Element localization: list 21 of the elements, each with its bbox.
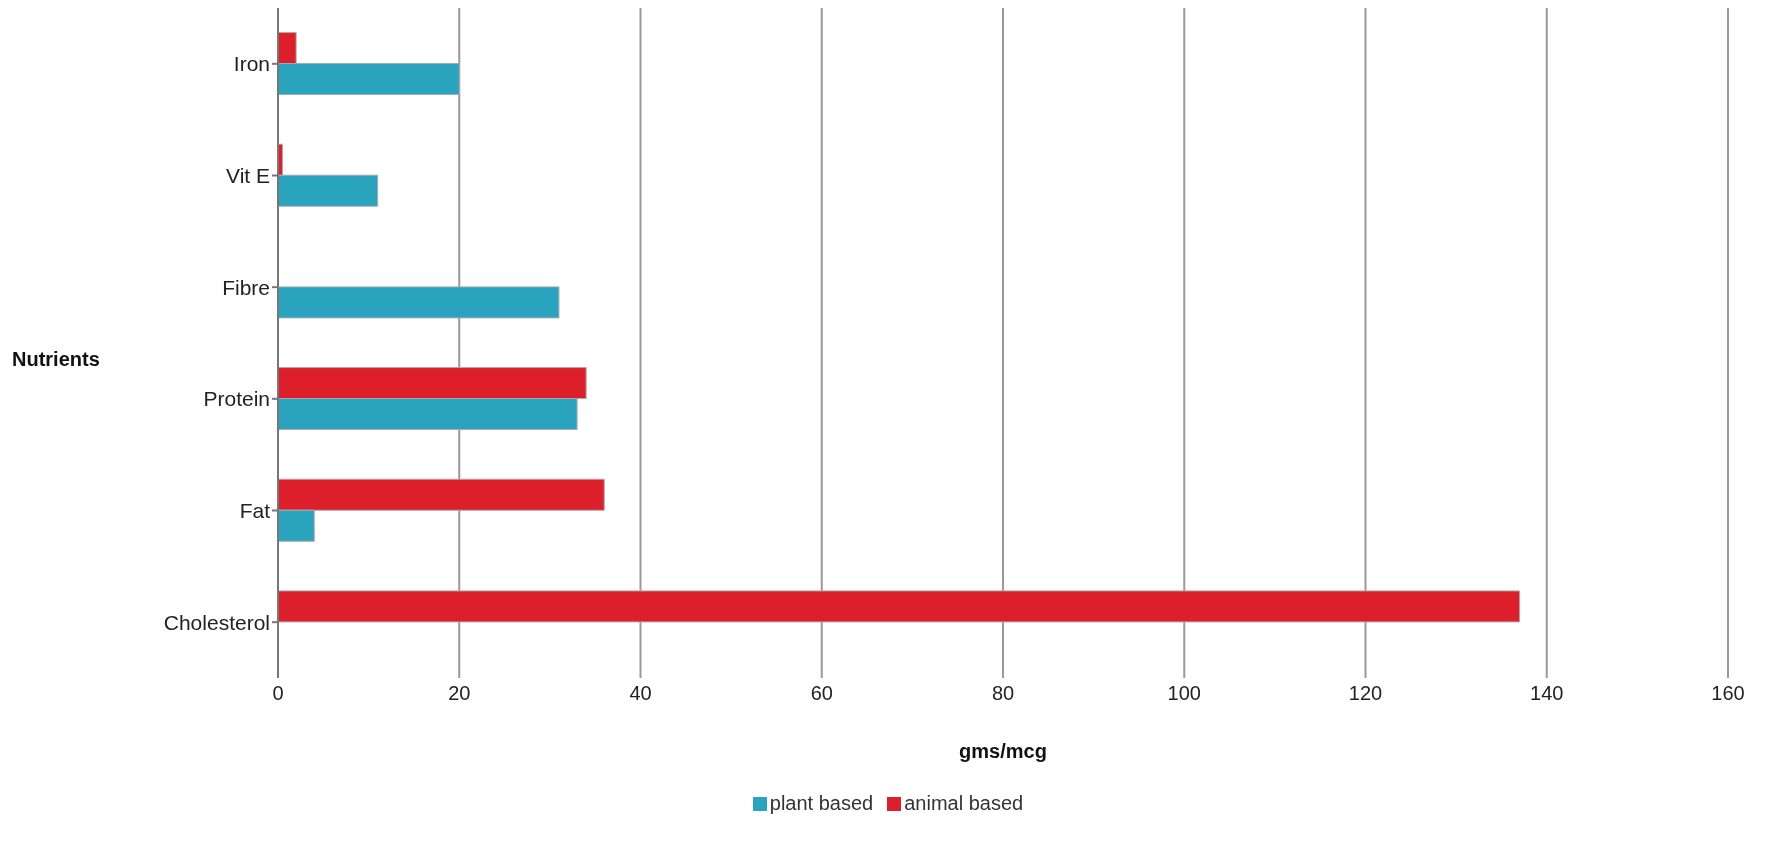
y-tick-label: Cholesterol	[163, 610, 270, 634]
x-tick-label: 60	[810, 682, 833, 705]
y-axis-title: Nutrients	[12, 348, 100, 371]
legend-label: animal based	[903, 792, 1024, 815]
legend-label: plant based	[768, 792, 874, 815]
x-tick-label: 160	[1711, 682, 1745, 705]
x-tick-label: 140	[1530, 682, 1564, 705]
x-tick-label: 0	[272, 682, 284, 705]
x-tick-label: 80	[991, 682, 1015, 705]
y-tick-label: Fibre	[222, 275, 270, 299]
x-tick-label: 100	[1167, 682, 1201, 705]
bar	[278, 590, 1521, 623]
bar	[278, 286, 560, 319]
y-tick-label: Iron	[233, 52, 270, 76]
y-tick-label: Vit E	[226, 163, 270, 187]
y-tick-label: Protein	[203, 387, 270, 411]
x-axis-title: gms/mcg	[959, 740, 1047, 762]
x-tick-label: 120	[1348, 682, 1383, 705]
x-tick-label: 40	[629, 682, 652, 705]
y-tick-label: Fat	[239, 498, 271, 522]
x-tick-label: 20	[448, 682, 471, 705]
